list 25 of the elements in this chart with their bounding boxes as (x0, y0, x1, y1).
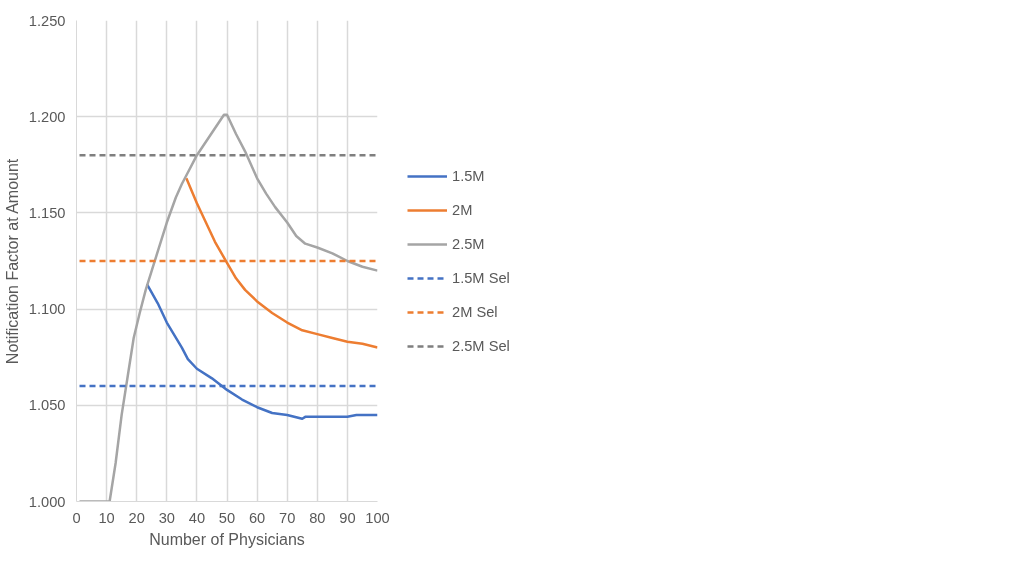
y-axis-title: Notification Factor at Amount (3, 158, 21, 365)
y-tick-label: 1.100 (28, 301, 66, 318)
x-tick-label: 30 (158, 509, 175, 526)
y-tick-label: 1.050 (28, 397, 66, 414)
x-tick-label: 90 (339, 509, 356, 526)
y-tick-label: 1.150 (28, 204, 66, 221)
x-tick-label: 50 (218, 509, 236, 526)
legend-label: 1.5M Sel (452, 269, 510, 286)
x-tick-label: 40 (188, 509, 206, 526)
legend-label: 2M (452, 201, 473, 218)
x-tick-label: 80 (309, 509, 326, 526)
y-tick-label: 1.250 (28, 12, 66, 29)
x-tick-label: 100 (365, 509, 390, 526)
x-tick-label: 10 (98, 509, 115, 526)
y-tick-label: 1.200 (28, 108, 66, 125)
y-tick-label: 1.000 (28, 493, 66, 510)
legend-label: 1.5M (452, 167, 485, 184)
x-tick-label: 70 (279, 509, 296, 526)
x-tick-label: 60 (248, 509, 266, 526)
legend-label: 2M Sel (452, 303, 498, 320)
legend-label: 2.5M (452, 235, 485, 252)
x-tick-label: 20 (128, 509, 145, 526)
legend-label: 2.5M Sel (452, 337, 510, 354)
x-axis-title: Number of Physicians (149, 530, 305, 548)
x-tick-label: 0 (72, 509, 81, 526)
